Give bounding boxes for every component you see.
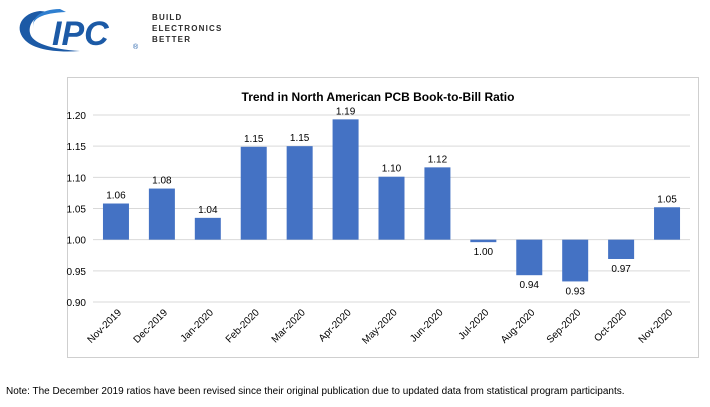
tagline-line: BETTER [152,35,192,44]
bar [516,239,543,276]
bar [102,203,129,240]
tagline-line: ELECTRONICS [152,24,223,33]
data-label: 1.10 [382,164,402,175]
logo-wordmark: IPC [52,15,109,53]
ipc-logo: IPC ® [19,9,139,53]
bar [240,146,267,240]
logo-registered: ® [133,43,139,51]
chart-title: Trend in North American PCB Book-to-Bill… [242,90,515,104]
x-tick-label: Oct-2020 [592,307,629,344]
x-tick-label: Feb-2020 [224,307,262,345]
y-tick-label: 1.20 [67,111,87,122]
bar [148,188,175,240]
bar [378,176,405,240]
x-tick-label: Nov-2020 [637,307,676,346]
y-tick-label: 1.00 [67,236,87,247]
y-tick-label: 0.90 [67,298,87,309]
logo-swoosh-light [33,9,66,29]
data-label: 1.12 [428,154,448,165]
data-label: 1.04 [198,205,218,216]
data-label: 0.94 [520,280,540,291]
x-tick-label: Jan-2020 [179,307,217,345]
chart-frame [67,77,699,358]
data-label: 1.00 [474,247,494,258]
x-tick-label: Mar-2020 [270,307,308,345]
bar [470,239,497,243]
logo-tagline: BUILD ELECTRONICS BETTER [152,12,223,45]
x-tick-label: Nov-2019 [86,307,125,346]
x-tick-label: Dec-2019 [132,307,171,346]
x-tick-label: Apr-2020 [317,307,354,344]
x-tick-label: Aug-2020 [499,307,538,346]
data-label: 1.19 [336,106,356,117]
data-label: 0.97 [611,264,631,275]
data-label: 1.05 [657,194,677,205]
x-tick-label: May-2020 [360,307,400,347]
y-tick-label: 0.95 [67,267,87,278]
bar [608,239,635,259]
data-label: 1.15 [244,134,264,145]
y-tick-label: 1.10 [67,173,87,184]
bar [424,167,451,240]
bar [654,207,681,240]
bar [332,119,359,240]
data-label: 1.15 [290,133,310,144]
x-tick-label: Jun-2020 [408,307,446,345]
y-tick-label: 1.05 [67,205,87,216]
data-label: 1.08 [152,176,172,187]
bar [286,146,313,240]
bar [562,239,589,282]
data-label: 1.06 [106,191,126,202]
x-tick-label: Jul-2020 [457,307,492,342]
logo-swoosh [19,11,80,52]
x-tick-label: Sep-2020 [545,307,584,346]
tagline-line: BUILD [152,13,183,22]
y-tick-label: 1.15 [67,142,87,153]
data-label: 0.93 [565,286,585,297]
bar [194,217,221,240]
footnote: Note: The December 2019 ratios have been… [6,386,625,397]
